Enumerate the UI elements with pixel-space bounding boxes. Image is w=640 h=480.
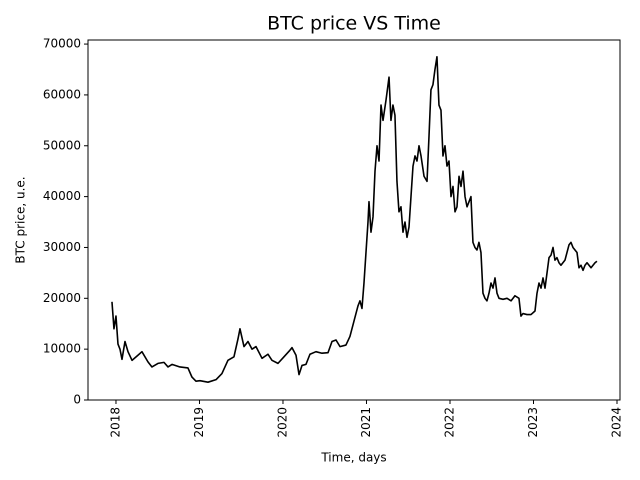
x-axis-label: Time, days [320, 451, 386, 465]
y-tick-label: 0 [73, 393, 81, 407]
x-tick-label: 2019 [192, 407, 206, 438]
y-tick-label: 20000 [43, 291, 81, 305]
x-tick-label: 2020 [275, 407, 289, 438]
chart-title: BTC price VS Time [267, 13, 441, 35]
y-tick-label: 60000 [43, 87, 81, 101]
x-tick-label: 2018 [108, 407, 122, 438]
x-tick-label: 2023 [526, 407, 540, 438]
x-tick-label: 2024 [609, 407, 623, 438]
price-line [111, 55, 598, 383]
y-tick-label: 10000 [43, 342, 81, 356]
y-tick-label: 70000 [43, 37, 81, 51]
y-axis-label: BTC price, u.e. [14, 176, 28, 263]
y-tick-label: 30000 [43, 240, 81, 254]
y-tick-label: 40000 [43, 189, 81, 203]
x-tick-label: 2022 [442, 407, 456, 438]
plot-frame [87, 39, 621, 401]
y-tick-label: 50000 [43, 138, 81, 152]
x-tick-label: 2021 [359, 407, 373, 438]
